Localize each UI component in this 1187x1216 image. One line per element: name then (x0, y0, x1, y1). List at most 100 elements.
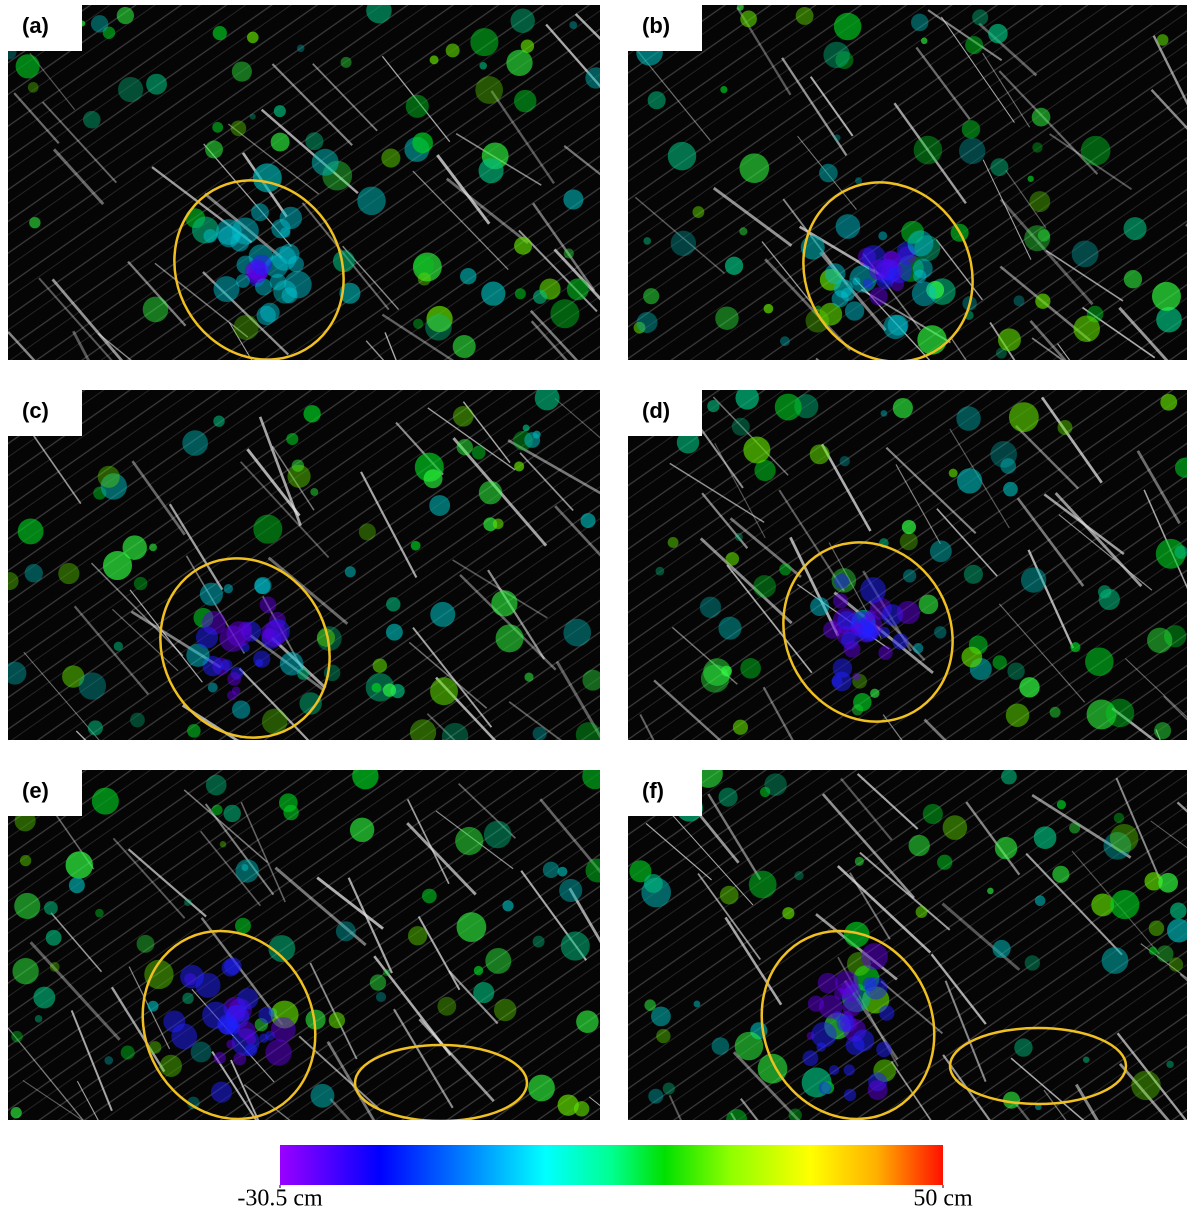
deformation-blob (475, 76, 504, 104)
deformation-blob (483, 820, 512, 849)
ridge (462, 401, 511, 464)
deformation-blob (1156, 34, 1169, 46)
deformation-blob (303, 405, 321, 423)
deformation-blob (1013, 295, 1025, 307)
deformation-blob (629, 860, 652, 883)
deformation-blob (335, 921, 356, 942)
deformation-blob (422, 888, 437, 904)
deformation-blob (316, 626, 342, 651)
deformation-blob (1073, 315, 1101, 343)
deformation-blob (1032, 142, 1043, 153)
deformation-blob (1031, 107, 1051, 127)
deformation-blob (576, 1010, 599, 1033)
deformation-blob (441, 722, 469, 740)
deformation-blob (819, 163, 838, 183)
subsidence-blob (817, 972, 838, 994)
deformation-blob (1001, 770, 1017, 785)
deformation-blob (12, 958, 39, 985)
deformation-blob (1014, 1038, 1033, 1057)
deformation-blob (219, 840, 227, 848)
deformation-blob (1164, 625, 1187, 648)
deformation-blob (382, 968, 391, 977)
deformation-blob (899, 532, 918, 551)
deformation-blob (19, 854, 32, 867)
deformation-blob (557, 866, 568, 877)
deformation-blob (104, 1056, 114, 1065)
ridge (168, 503, 224, 591)
subsidence-blob (868, 259, 890, 281)
deformation-blob (506, 49, 533, 76)
ridge (965, 801, 1021, 876)
panel-image (8, 770, 600, 1120)
deformation-blob (582, 669, 600, 691)
ridge (90, 562, 184, 657)
deformation-blob (136, 934, 155, 953)
subsidence-blob (892, 633, 909, 650)
ridge (574, 13, 600, 41)
ridge (129, 589, 203, 683)
ridge (699, 537, 793, 625)
deformation-blob (328, 1012, 346, 1029)
deformation-blob (91, 787, 119, 815)
ridge (739, 1098, 759, 1120)
deformation-blob (1148, 920, 1165, 937)
subsidence-blob (180, 964, 204, 989)
ridge (154, 262, 249, 338)
deformation-blob (423, 469, 443, 489)
panel-label: (f) (642, 778, 664, 803)
subsidence-blob (842, 997, 862, 1017)
deformation-blob (429, 55, 439, 65)
terrain (628, 5, 1187, 360)
ridge (762, 686, 794, 740)
deformation-blob (667, 141, 697, 171)
ridge (1049, 133, 1133, 191)
subsidence-blob (878, 1005, 895, 1021)
deformation-blob (33, 986, 56, 1009)
deformation-blob (732, 719, 749, 735)
deformation-blob (780, 336, 790, 347)
deformation-blob (805, 309, 830, 333)
deformation-blob (283, 804, 299, 821)
deformation-blob (718, 787, 738, 807)
deformation-blob (1019, 677, 1040, 698)
ridge (1125, 658, 1187, 718)
ridge (274, 866, 367, 947)
deformation-blob (835, 51, 854, 70)
deformation-blob (963, 564, 983, 584)
ridge (70, 1010, 113, 1112)
deformation-blob (754, 459, 776, 482)
deformation-blob (45, 929, 62, 946)
deformation-blob (1110, 889, 1140, 920)
ridge (181, 704, 240, 740)
ridge (271, 63, 353, 147)
deformation-blob (870, 688, 880, 699)
deformation-blob (213, 415, 225, 427)
deformation-blob (735, 390, 759, 410)
terrain (628, 770, 1187, 1120)
deformation-blob (273, 105, 286, 118)
subsidence-blob (163, 1010, 186, 1033)
deformation-blob (580, 513, 596, 529)
ridge (1057, 343, 1071, 360)
subsidence-blob (218, 1016, 237, 1035)
subsidence-blob (199, 582, 223, 606)
deformation-blob (253, 514, 283, 544)
deformation-blob (187, 723, 201, 738)
deformation-blob (205, 774, 227, 796)
ridge (895, 464, 941, 545)
ridge (809, 76, 854, 137)
ridge (555, 660, 600, 739)
deformation-blob (1052, 865, 1070, 883)
deformation-blob (385, 623, 403, 641)
ridge (666, 807, 754, 906)
subsidence-blob (230, 232, 250, 252)
ridge (545, 23, 600, 88)
ridge (778, 489, 845, 592)
deformation-blob (670, 230, 697, 257)
deformation-blob (478, 480, 503, 505)
ridge (712, 186, 793, 247)
deformation-blob (102, 550, 133, 581)
ridge (732, 1051, 801, 1120)
ridge (384, 332, 397, 360)
deformation-blob (1071, 240, 1099, 268)
